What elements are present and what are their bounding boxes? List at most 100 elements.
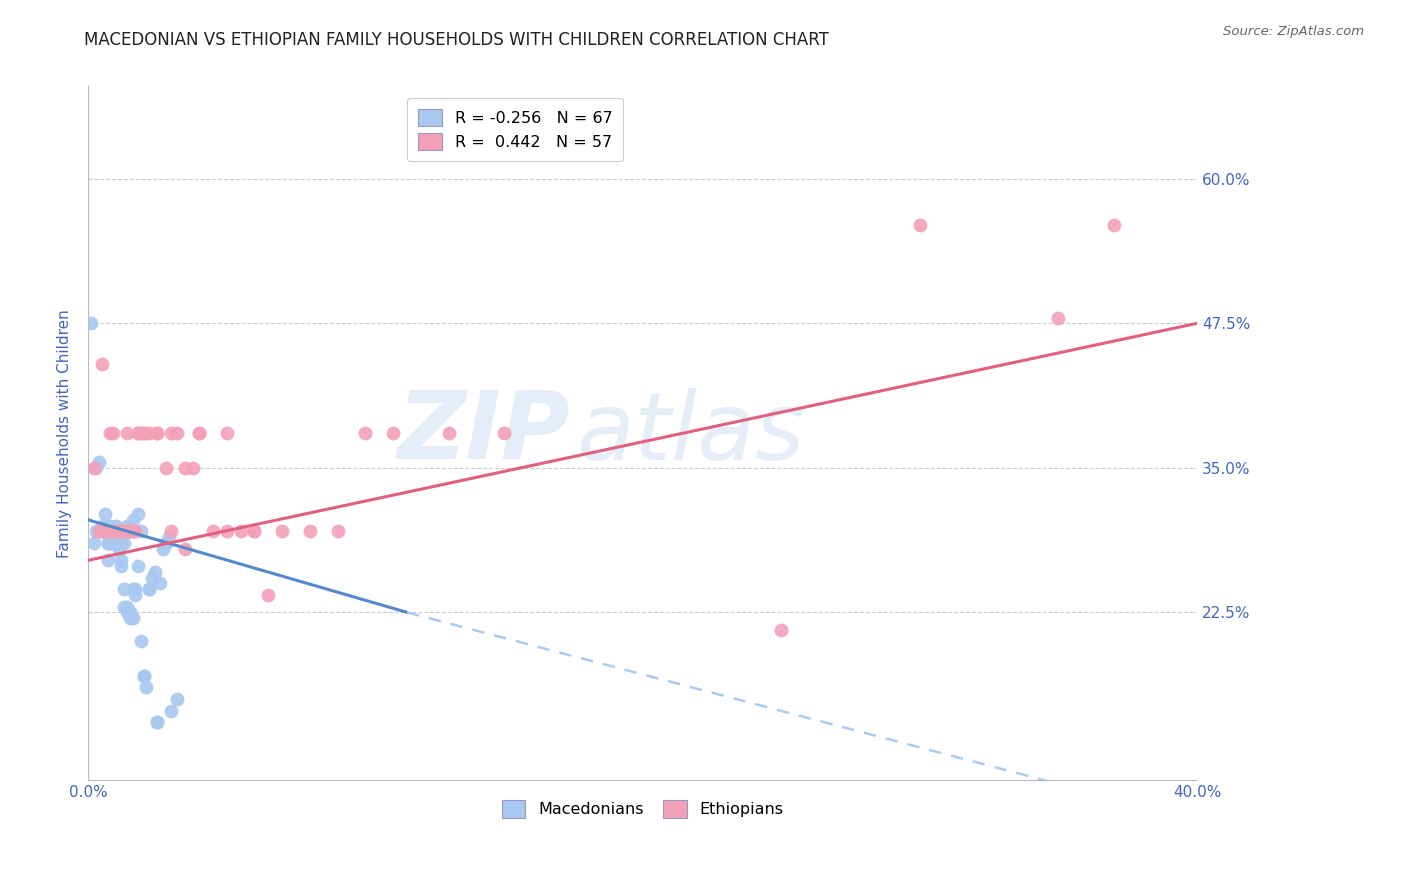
Point [110,536,132,550]
Point [138,426,160,441]
Point [98,536,121,550]
Point [149,576,172,591]
Point [104,524,127,539]
Point [118,611,141,625]
Point [121,524,143,539]
Point [115,605,138,619]
Point [124,524,146,539]
Point [121,611,143,625]
Point [96,536,118,550]
Point [115,426,138,441]
Point [326,524,349,539]
Point [215,426,238,441]
Point [129,634,152,648]
Point [107,536,129,550]
Point [188,426,211,441]
Point [160,426,183,441]
Point [215,524,238,539]
Point [101,536,124,550]
Point [166,692,188,706]
Point [112,524,135,539]
Point [98,524,121,539]
Point [96,536,118,550]
Point [91,524,114,539]
Point [115,518,138,533]
Point [94,524,117,539]
Point [110,524,132,539]
Point [89,455,111,469]
Point [152,541,174,556]
Point [101,524,124,539]
Point [118,605,141,619]
Point [98,524,121,539]
Point [146,715,169,730]
Point [201,524,224,539]
Point [174,460,197,475]
Text: atlas: atlas [576,388,804,479]
Point [132,669,155,683]
Point [138,582,160,597]
Point [146,426,169,441]
Point [127,559,149,574]
Point [94,524,117,539]
Point [110,559,132,574]
Point [107,524,129,539]
Point [437,426,460,441]
Point [86,460,108,475]
Point [115,599,138,614]
Point [94,507,117,521]
Point [492,426,515,441]
Point [132,426,155,441]
Point [141,571,163,585]
Point [908,218,931,232]
Point [118,524,141,539]
Point [155,536,177,550]
Point [110,524,132,539]
Point [104,524,127,539]
Point [118,524,141,539]
Point [132,669,155,683]
Point [298,524,321,539]
Point [86,524,108,539]
Point [1047,310,1070,325]
Point [89,524,111,539]
Point [183,460,205,475]
Point [121,524,143,539]
Legend: Macedonians, Ethiopians: Macedonians, Ethiopians [495,794,790,824]
Point [124,588,146,602]
Point [166,426,188,441]
Point [98,518,121,533]
Point [101,524,124,539]
Point [96,553,118,567]
Point [146,426,169,441]
Point [188,426,211,441]
Point [132,426,155,441]
Point [257,588,280,602]
Point [89,524,111,539]
Point [94,524,117,539]
Point [98,426,121,441]
Point [112,582,135,597]
Point [1102,218,1125,232]
Point [96,536,118,550]
Point [155,460,177,475]
Point [129,524,152,539]
Point [110,553,132,567]
Point [127,426,149,441]
Point [101,524,124,539]
Point [138,582,160,597]
Point [160,704,183,718]
Point [243,524,266,539]
Point [98,524,121,539]
Point [271,524,294,539]
Point [121,582,143,597]
Text: ZIP: ZIP [398,387,571,479]
Point [770,623,793,637]
Point [83,536,105,550]
Point [112,599,135,614]
Point [121,513,143,527]
Point [80,316,103,330]
Point [96,524,118,539]
Point [143,565,166,579]
Point [124,582,146,597]
